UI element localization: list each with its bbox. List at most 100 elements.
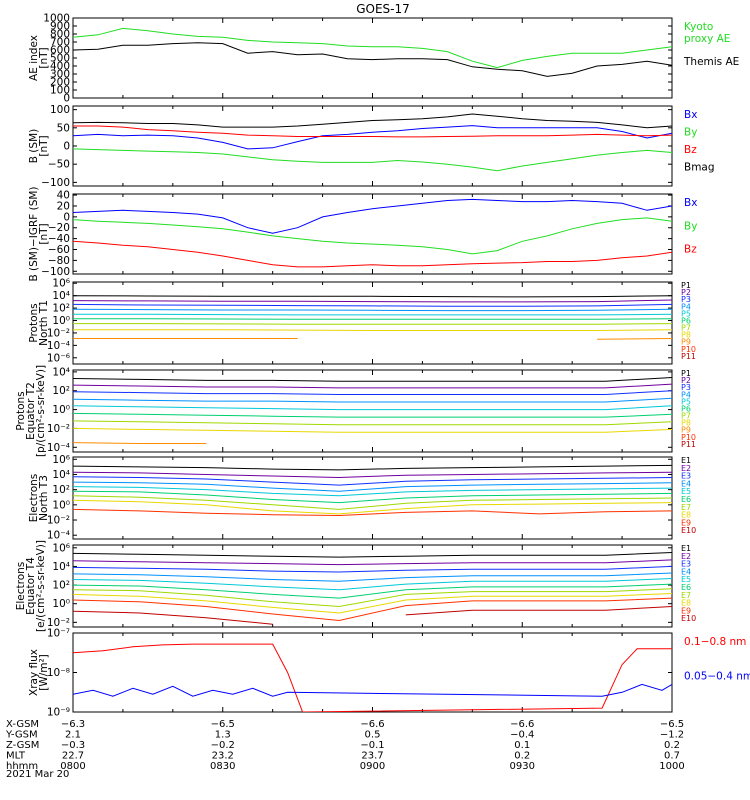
y-tick-label: 10² — [52, 580, 70, 592]
orbit-row-label: hhmm — [6, 761, 38, 772]
orbit-value: −0.2 — [211, 740, 235, 751]
y-tick-label: 10⁻⁴ — [47, 340, 70, 352]
panel-frame — [72, 105, 673, 187]
orbit-value: −6.6 — [360, 719, 384, 730]
y-axis-label: Electrons — [28, 474, 40, 523]
y-tick-label: 400 — [50, 61, 70, 73]
orbit-value: −0.4 — [510, 730, 534, 741]
orbit-value: 0.1 — [514, 740, 530, 751]
y-tick-label: 10⁰ — [52, 499, 70, 511]
channel-label: P1 — [681, 281, 691, 290]
series-e7 — [73, 495, 672, 510]
series-p4 — [73, 308, 672, 312]
y-tick-label: 10⁰ — [52, 315, 70, 327]
channel-label: P3 — [681, 295, 691, 304]
y-tick-label: 10⁶ — [52, 542, 70, 554]
series-by — [73, 217, 672, 255]
y-tick-label: 10² — [52, 303, 70, 315]
y-tick-label: 0 — [63, 141, 70, 153]
y-tick-label: 40 — [57, 190, 70, 202]
y-tick-label: 10⁻⁶ — [47, 352, 70, 364]
series-p5 — [73, 405, 672, 411]
y-tick-label: 10⁰ — [52, 598, 70, 610]
panel-xray: 10⁻⁹ 10⁻⁸ 10⁻⁷ Xray flux[W/m²] 0.1−0.8 nm 0.0… — [28, 628, 750, 719]
y-tick-label: −80 — [48, 255, 70, 267]
channel-label: P4 — [681, 390, 691, 399]
channel-label: P5 — [681, 397, 691, 406]
panel-frame — [72, 193, 673, 275]
legend-label: By — [684, 127, 697, 139]
legend-label: By — [684, 220, 697, 232]
channel-label: P7 — [681, 324, 691, 333]
series-group — [73, 295, 672, 340]
orbit-value: 0.5 — [365, 730, 381, 741]
channel-label: P1 — [681, 369, 691, 378]
series-e9 — [73, 597, 672, 622]
y-axis-label: [W/m²] — [38, 654, 50, 691]
y-tick-label: 20 — [57, 200, 70, 212]
series-e9 — [73, 508, 672, 517]
y-tick-label: 10⁻² — [47, 515, 70, 527]
channel-label: E1 — [681, 544, 691, 553]
y-tick-label: 10² — [52, 385, 70, 397]
series-e7 — [73, 588, 672, 608]
channel-label: E5 — [681, 487, 691, 496]
series-p1 — [73, 295, 672, 298]
orbit-value: 2.1 — [65, 730, 81, 741]
series-p5 — [73, 313, 672, 316]
series-e4 — [73, 572, 672, 582]
series-group — [73, 27, 672, 77]
orbit-value: −0.3 — [61, 740, 85, 751]
series-e4 — [73, 481, 672, 492]
series-group — [73, 552, 672, 625]
y-tick-label: 10⁰ — [52, 404, 70, 416]
y-tick-label: 10⁴ — [52, 290, 70, 302]
y-axis-label: B (SM) — [28, 129, 40, 163]
channel-label: E6 — [681, 583, 691, 592]
series-bmag — [73, 113, 672, 129]
y-tick-label: 10⁶ — [52, 278, 70, 290]
orbit-value: 0900 — [360, 761, 385, 772]
channel-label: E2 — [681, 552, 691, 561]
orbit-value: 23.7 — [361, 751, 383, 762]
series-by — [73, 148, 672, 172]
channel-label: P2 — [681, 288, 691, 297]
y-axis-label: Protons — [15, 391, 27, 430]
series-p8 — [73, 427, 672, 433]
channel-label: P10 — [681, 433, 696, 442]
series-0-05-0-4-nm — [73, 683, 672, 697]
y-tick-label: 50 — [57, 122, 70, 134]
series-p6 — [73, 412, 672, 418]
series-e3 — [73, 565, 672, 573]
y-tick-label: 0 — [63, 93, 70, 105]
channel-label: E3 — [681, 472, 691, 481]
channel-label: E3 — [681, 560, 691, 569]
channel-label: P7 — [681, 412, 691, 421]
orbit-value: 23.2 — [212, 751, 234, 762]
orbit-row-label: Y-GSM — [5, 730, 38, 741]
y-axis-label: Protons — [28, 303, 40, 342]
series-group — [73, 464, 672, 517]
series-e1 — [73, 464, 672, 471]
y-tick-label: 200 — [50, 77, 70, 89]
y-tick-label: 900 — [50, 21, 70, 33]
channel-label: P8 — [681, 331, 691, 340]
y-tick-label: 10⁻² — [47, 423, 70, 435]
orbit-row-label: X-GSM — [6, 719, 39, 730]
panel-frame — [72, 369, 673, 453]
orbit-value: −6.5 — [660, 719, 684, 730]
y-tick-label: 500 — [50, 53, 70, 65]
channel-label: P5 — [681, 309, 691, 318]
series-e8 — [73, 499, 672, 515]
series-p1 — [73, 377, 672, 382]
orbit-value: −1.2 — [660, 730, 684, 741]
channel-label: E4 — [681, 479, 691, 488]
series-e3 — [73, 476, 672, 486]
channel-label: P2 — [681, 376, 691, 385]
